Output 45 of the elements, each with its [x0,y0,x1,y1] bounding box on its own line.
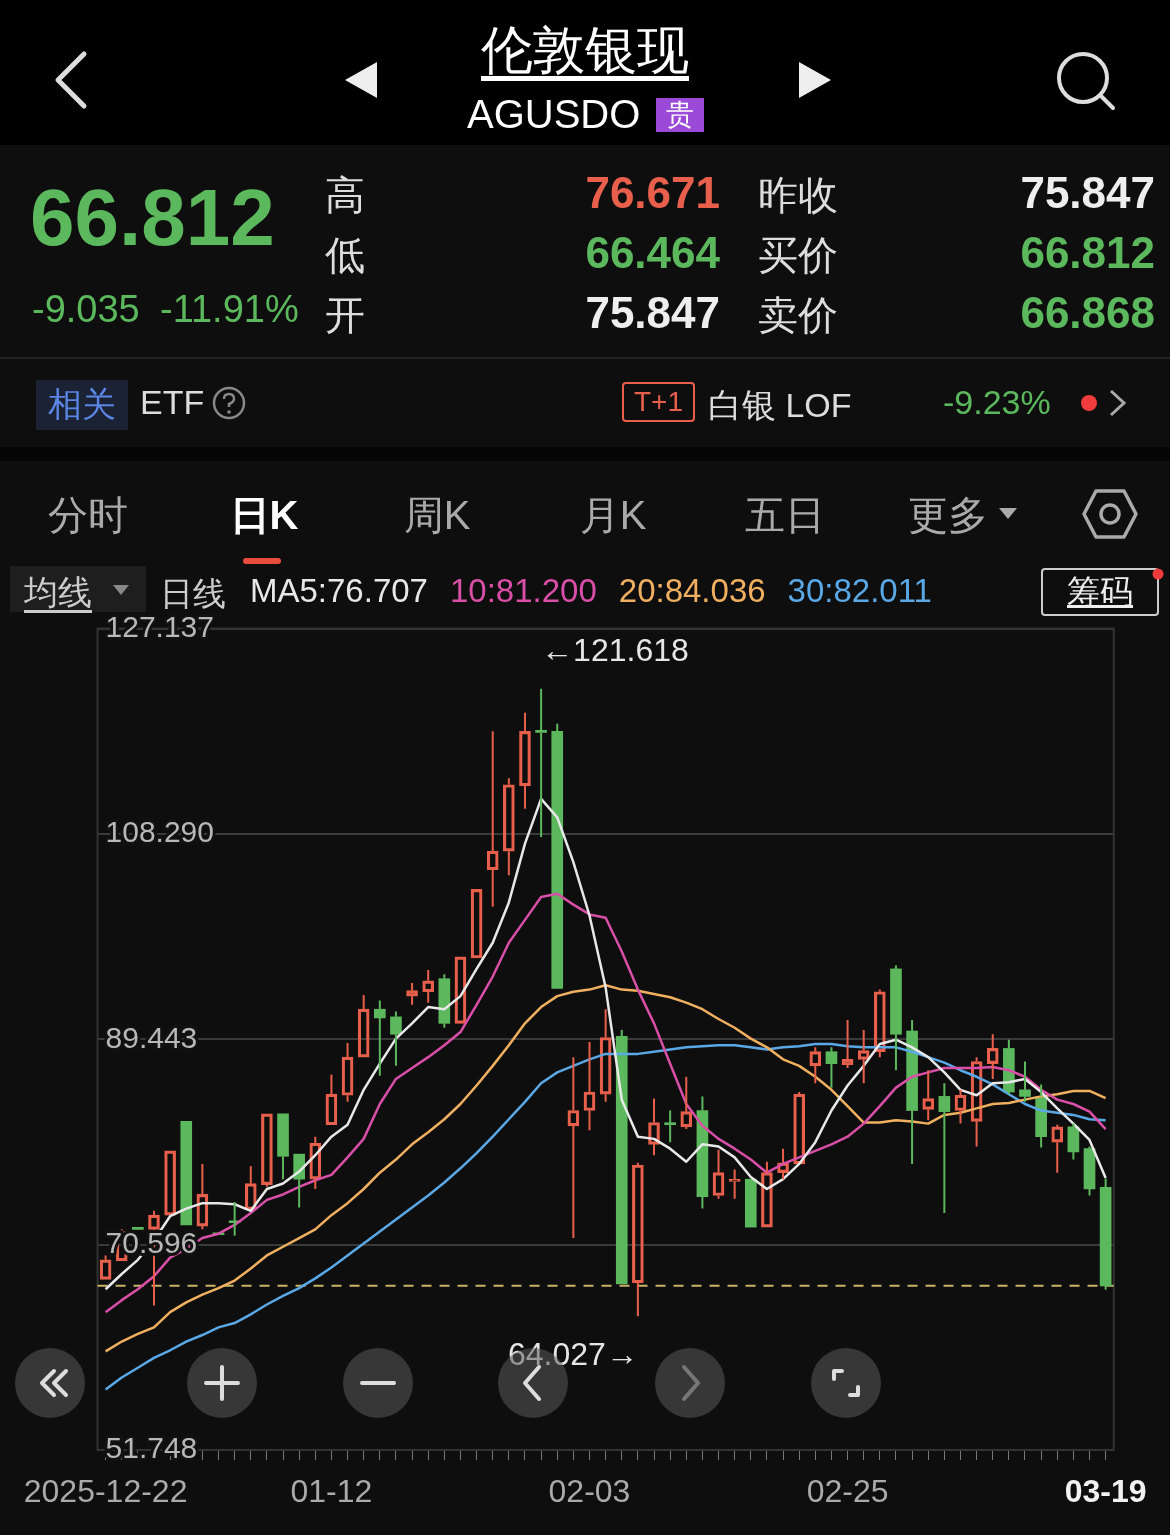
text: MA5:76.707 [250,572,428,610]
annotation: ←121.618 [541,632,689,669]
text: -9.23% [943,383,1051,422]
text: 月K [578,492,648,539]
text: 75.847 [584,288,720,338]
text: 卖价 [758,292,838,339]
text: -11.91% [160,288,299,331]
text: 75.847 [1019,168,1155,218]
x-tick-label: 02-25 [806,1473,889,1510]
y-tick-label: 51.748 [105,1431,198,1465]
text: 贵 [656,98,704,132]
x-tick-label: 2025-12-22 [23,1473,188,1510]
text: 分时 [47,492,129,539]
text: 日K [228,492,300,539]
chart-subtitle: AGUSDO [467,92,641,137]
text: 白银 LOF [708,385,852,426]
text: 买价 [758,232,838,279]
text: 66.812 [1019,228,1155,278]
text: 10:81.200 [449,572,597,610]
text: 66.464 [584,228,720,278]
text: 周K [402,492,472,539]
text: 76.671 [584,168,720,218]
text: 筹码 [1041,568,1159,616]
annotation: 64.027→ [508,1336,638,1373]
text: ETF [140,383,205,422]
x-tick-label: 03-19 [1064,1473,1147,1510]
text: T+1 [622,382,696,422]
chart-title: 伦敦银现 [480,20,690,81]
text: 30:82.011 [787,572,932,610]
text: 开 [325,292,365,339]
y-tick-label: 108.290 [105,815,214,849]
x-tick-label: 01-12 [290,1473,373,1510]
text: 20:84.036 [618,572,766,610]
text: 66.812 [30,172,275,264]
text: 昨收 [758,172,838,219]
text: 相关 [36,380,128,430]
text: -9.035 [32,288,140,331]
text: 五日 [744,492,826,539]
text: 均线 [24,572,92,613]
text: 高 [325,172,365,219]
text: 66.868 [1019,288,1155,338]
text: 低 [325,232,365,279]
text: 更多 [907,492,989,539]
y-tick-label: 89.443 [105,1020,198,1054]
x-tick-label: 02-03 [548,1473,631,1510]
